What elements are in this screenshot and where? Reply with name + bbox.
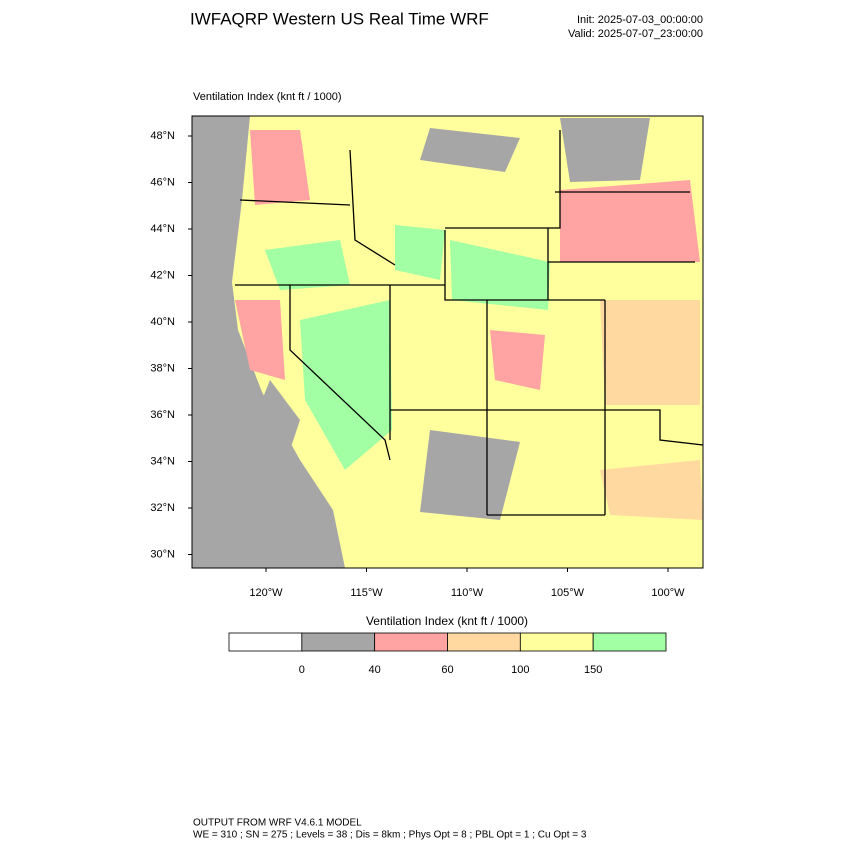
field-region (262, 380, 300, 450)
field-region (560, 180, 700, 262)
colorbar-swatch (228, 632, 303, 652)
colorbar-title: Ventilation Index (knt ft / 1000) (366, 614, 528, 628)
footer-line: WE = 310 ; SN = 275 ; Levels = 38 ; Dis … (193, 830, 587, 841)
state-border (349, 149, 396, 266)
init-time: Init: 2025-07-03_00:00:00 (577, 14, 703, 26)
map-label: Ventilation Index (knt ft / 1000) (193, 91, 342, 103)
field-region (265, 240, 350, 290)
lon-label: 115°W (350, 587, 383, 599)
lat-label: 42°N (150, 269, 175, 281)
lon-label: 100°W (651, 587, 685, 599)
lat-label: 40°N (150, 316, 175, 328)
field-region (490, 330, 545, 390)
field-region (600, 460, 703, 520)
colorbar-tick-label: 60 (441, 664, 453, 676)
colorbar-tick-label: 0 (299, 664, 305, 676)
lat-label: 46°N (150, 176, 175, 188)
valid-time: Valid: 2025-07-07_23:00:00 (568, 28, 703, 40)
colorbar-swatch (592, 632, 667, 652)
field-region (420, 430, 520, 520)
field-region (395, 225, 445, 280)
lon-label: 105°W (551, 587, 585, 599)
lon-label: 120°W (249, 587, 283, 599)
lat-label: 30°N (150, 548, 175, 560)
state-border (289, 285, 391, 461)
lat-label: 38°N (150, 362, 175, 374)
field-region (560, 118, 650, 182)
field-region (235, 300, 285, 380)
field-region (600, 300, 700, 405)
field-region (250, 130, 310, 205)
map (191, 115, 704, 569)
state-border (239, 199, 351, 206)
colorbar-swatch (374, 632, 448, 652)
colorbar-swatch (447, 632, 521, 652)
state-border (445, 130, 561, 229)
lat-label: 36°N (150, 409, 175, 421)
lat-label: 34°N (150, 455, 175, 467)
colorbar-swatch (519, 632, 594, 652)
lat-label: 44°N (150, 223, 175, 235)
footer-line: OUTPUT FROM WRF V4.6.1 MODEL (193, 818, 362, 829)
colorbar-swatch (301, 632, 376, 652)
lat-label: 48°N (150, 130, 175, 142)
colorbar-tick-label: 100 (511, 664, 529, 676)
lon-label: 110°W (451, 587, 484, 599)
state-border (444, 230, 605, 301)
title: IWFAQRP Western US Real Time WRF (190, 9, 489, 28)
lat-label: 32°N (150, 502, 175, 514)
field-region (450, 240, 550, 310)
colorbar-tick-label: 40 (369, 664, 381, 676)
field-region (300, 300, 392, 470)
field-region (420, 128, 520, 172)
colorbar-tick-label: 150 (584, 664, 602, 676)
map-frame (191, 115, 704, 569)
state-border (605, 409, 704, 446)
